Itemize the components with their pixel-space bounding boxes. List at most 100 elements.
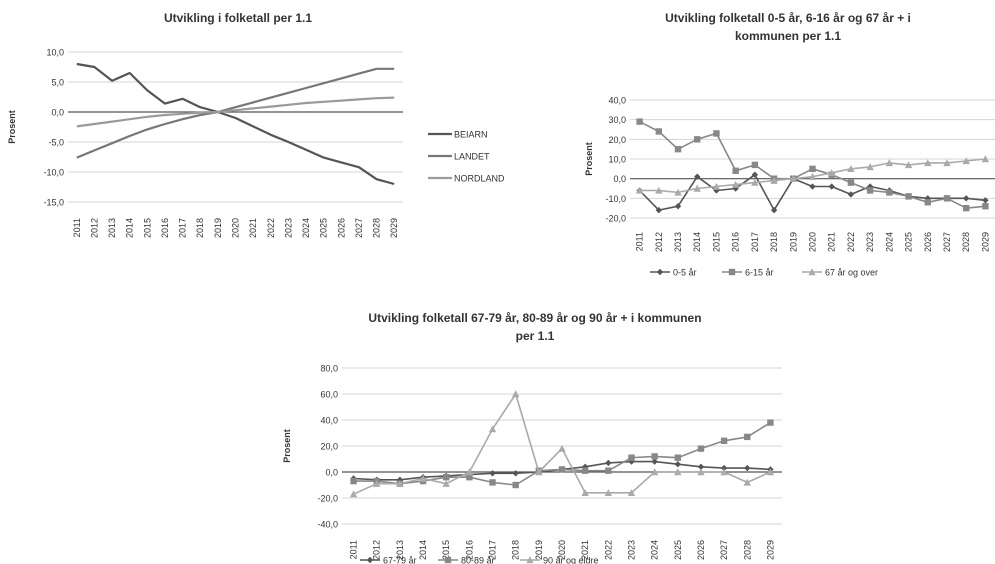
y-tick-label: 20,0 (320, 442, 338, 452)
y-tick-label: -5,0 (48, 138, 64, 148)
data-point (488, 425, 497, 433)
legend-label: LANDET (454, 152, 490, 162)
data-point (396, 480, 404, 487)
data-point (885, 159, 894, 167)
data-point (655, 128, 663, 135)
x-tick-label: 2014 (418, 540, 428, 560)
data-point (511, 390, 520, 398)
data-point (442, 480, 450, 487)
x-tick-label: 2013 (395, 540, 405, 560)
data-point (982, 203, 989, 210)
data-point (744, 433, 751, 441)
x-tick-label: 2011 (635, 232, 645, 251)
data-point (713, 130, 720, 137)
x-tick-label: 2018 (511, 540, 521, 560)
x-tick-label: 2021 (248, 218, 258, 238)
data-point (924, 199, 931, 206)
y-tick-label: 5,0 (51, 78, 64, 88)
data-point (809, 165, 816, 173)
x-tick-label: 2017 (750, 232, 760, 252)
data-point (558, 466, 566, 473)
data-point (674, 461, 681, 468)
series-line-1 (353, 421, 771, 486)
series-line-1 (639, 120, 986, 209)
data-point (789, 174, 797, 182)
chart-title-line: Utvikling folketall 67-79 år, 80-89 år o… (368, 311, 701, 325)
data-point (904, 161, 913, 169)
data-point (627, 489, 636, 496)
x-tick-label: 2019 (788, 232, 798, 252)
data-point (605, 467, 612, 474)
x-tick-label: 2026 (923, 232, 933, 252)
x-tick-label: 2012 (654, 232, 664, 252)
data-point (847, 165, 855, 173)
x-tick-label: 2019 (213, 218, 223, 238)
chart-title-line: per 1.1 (516, 329, 555, 343)
x-tick-label: 2022 (266, 218, 276, 238)
data-point (693, 184, 701, 192)
data-point (373, 480, 381, 487)
x-tick-label: 2017 (178, 218, 188, 238)
x-tick-label: 2017 (488, 540, 498, 560)
data-point (731, 180, 740, 188)
data-point (694, 136, 701, 143)
x-tick-label: 2021 (827, 232, 837, 252)
data-point (751, 161, 759, 169)
y-tick-label: -20,0 (317, 494, 338, 504)
legend-label: 90 år og eldre (543, 556, 599, 564)
data-point (732, 185, 739, 192)
x-tick-label: 2013 (673, 232, 683, 252)
data-point (697, 445, 705, 452)
y-tick-label: 40,0 (608, 96, 626, 106)
y-tick-label: 0,0 (51, 108, 64, 118)
x-tick-label: 2012 (372, 540, 382, 560)
y-tick-label: 10,0 (608, 155, 626, 165)
data-point (720, 437, 728, 444)
data-point (350, 477, 357, 485)
y-tick-label: 30,0 (608, 115, 626, 125)
y-tick-label: -15,0 (43, 198, 64, 208)
data-point (866, 187, 874, 194)
y-tick-label: 0,0 (325, 468, 338, 478)
data-point (886, 189, 893, 196)
y-axis-label: Prosent (7, 110, 17, 144)
data-point (770, 176, 778, 184)
series-line-0 (639, 173, 986, 211)
data-point (751, 178, 759, 186)
legend-label: 6-15 år (745, 268, 774, 278)
data-point (674, 188, 682, 196)
data-point (905, 193, 912, 200)
y-axis-label: Prosent (584, 142, 594, 176)
y-tick-label: 10,0 (46, 48, 64, 58)
chart-aldersgrupper-unge: Utvikling folketall 0-5 år, 6-16 år og 6… (570, 0, 995, 290)
legend-label: BEIARN (454, 130, 488, 140)
chart-aldersgrupper-eldre: Utvikling folketall 67-79 år, 80-89 år o… (270, 300, 810, 564)
x-tick-label: 2027 (354, 218, 364, 238)
x-tick-label: 2013 (107, 218, 117, 238)
x-tick-label: 2027 (942, 232, 952, 252)
x-tick-label: 2015 (441, 540, 451, 560)
x-tick-label: 2021 (580, 540, 590, 560)
data-point (581, 467, 589, 474)
x-tick-label: 2026 (336, 218, 346, 238)
data-point (981, 155, 990, 163)
y-axis-label: Prosent (282, 429, 292, 463)
data-point (466, 474, 473, 481)
data-point (808, 173, 817, 180)
data-point (943, 195, 951, 202)
x-tick-label: 2028 (372, 218, 382, 238)
x-tick-label: 2020 (557, 540, 567, 560)
data-point (720, 468, 728, 476)
data-point (558, 444, 566, 452)
data-point (766, 468, 775, 476)
series-line-1 (76, 67, 395, 159)
chart-title-line: Utvikling folketall 0-5 år, 6-16 år og 6… (665, 11, 911, 25)
data-point (767, 419, 774, 426)
data-point (847, 191, 855, 198)
data-point (419, 474, 427, 482)
x-tick-label: 2020 (231, 218, 241, 238)
chart-folketall-svg: Utvikling i folketall per 1.1 10,0 5,0 0,0 -… (7, 11, 505, 238)
data-point (636, 118, 643, 125)
data-point (635, 186, 644, 194)
data-point (512, 470, 519, 477)
